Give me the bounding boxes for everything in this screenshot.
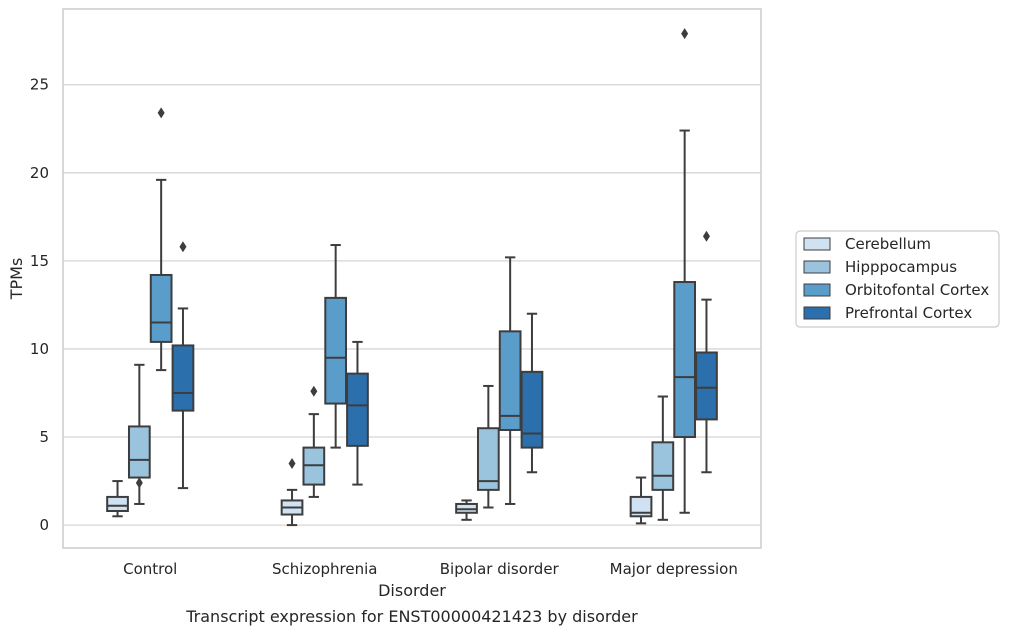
outlier-point xyxy=(681,28,689,40)
outlier-point xyxy=(288,457,296,469)
box xyxy=(149,273,173,343)
x-axis-ticks: Control Schizophrenia Bipolar disorder Majo… xyxy=(123,560,738,578)
legend-item: Orbitofontal Cortex xyxy=(803,281,989,299)
box xyxy=(127,425,151,479)
series-orbitofontal-cortex xyxy=(149,28,697,514)
box-series xyxy=(106,28,718,527)
chart-caption: Transcript expression for ENST0000042142… xyxy=(185,607,638,626)
legend-item: Hipppocampus xyxy=(803,258,957,276)
box xyxy=(498,330,522,431)
series-hipppocampus xyxy=(127,363,675,521)
box xyxy=(520,370,544,449)
y-tick-label: 20 xyxy=(30,164,49,182)
legend-swatch xyxy=(803,237,831,251)
legend-swatch xyxy=(803,306,831,320)
x-axis-label: Disorder xyxy=(378,581,446,600)
y-tick-label: 10 xyxy=(30,340,49,358)
legend-frame xyxy=(795,230,1000,328)
legend-label: Prefrontal Cortex xyxy=(845,304,972,322)
box xyxy=(651,441,675,491)
y-axis-ticks: 0 5 10 15 20 25 xyxy=(30,76,49,534)
legend: Cerebellum Hipppocampus Orbitofontal Corte… xyxy=(795,230,1000,328)
series-cerebellum xyxy=(106,457,653,527)
legend-label: Orbitofontal Cortex xyxy=(845,281,989,299)
box xyxy=(171,344,195,412)
y-tick-label: 5 xyxy=(39,428,49,446)
outlier-point xyxy=(702,230,710,242)
y-tick-label: 0 xyxy=(39,516,49,534)
box xyxy=(106,495,129,513)
series-prefrontal-cortex xyxy=(171,230,718,490)
legend-label: Cerebellum xyxy=(845,235,931,253)
box xyxy=(695,351,718,421)
x-tick-label: Bipolar disorder xyxy=(440,560,560,578)
y-tick-label: 15 xyxy=(30,252,49,270)
box xyxy=(346,372,369,447)
box xyxy=(324,296,348,405)
outlier-point xyxy=(310,385,318,397)
x-tick-label: Major depression xyxy=(610,560,738,578)
box xyxy=(629,495,653,518)
legend-item: Prefrontal Cortex xyxy=(803,304,972,322)
legend-swatch xyxy=(803,283,831,297)
legend-swatch xyxy=(803,260,831,274)
outlier-point xyxy=(157,107,165,119)
outlier-point xyxy=(179,241,187,253)
x-tick-label: Control xyxy=(123,560,177,578)
plot-area-frame xyxy=(62,8,762,549)
box xyxy=(673,281,697,439)
box xyxy=(476,427,500,491)
legend-item: Cerebellum xyxy=(803,235,931,253)
legend-label: Hipppocampus xyxy=(845,258,957,276)
y-tick-label: 25 xyxy=(30,76,49,94)
outlier-point xyxy=(135,477,143,489)
x-tick-label: Schizophrenia xyxy=(272,560,377,578)
y-axis-label: TPMs xyxy=(7,258,26,301)
